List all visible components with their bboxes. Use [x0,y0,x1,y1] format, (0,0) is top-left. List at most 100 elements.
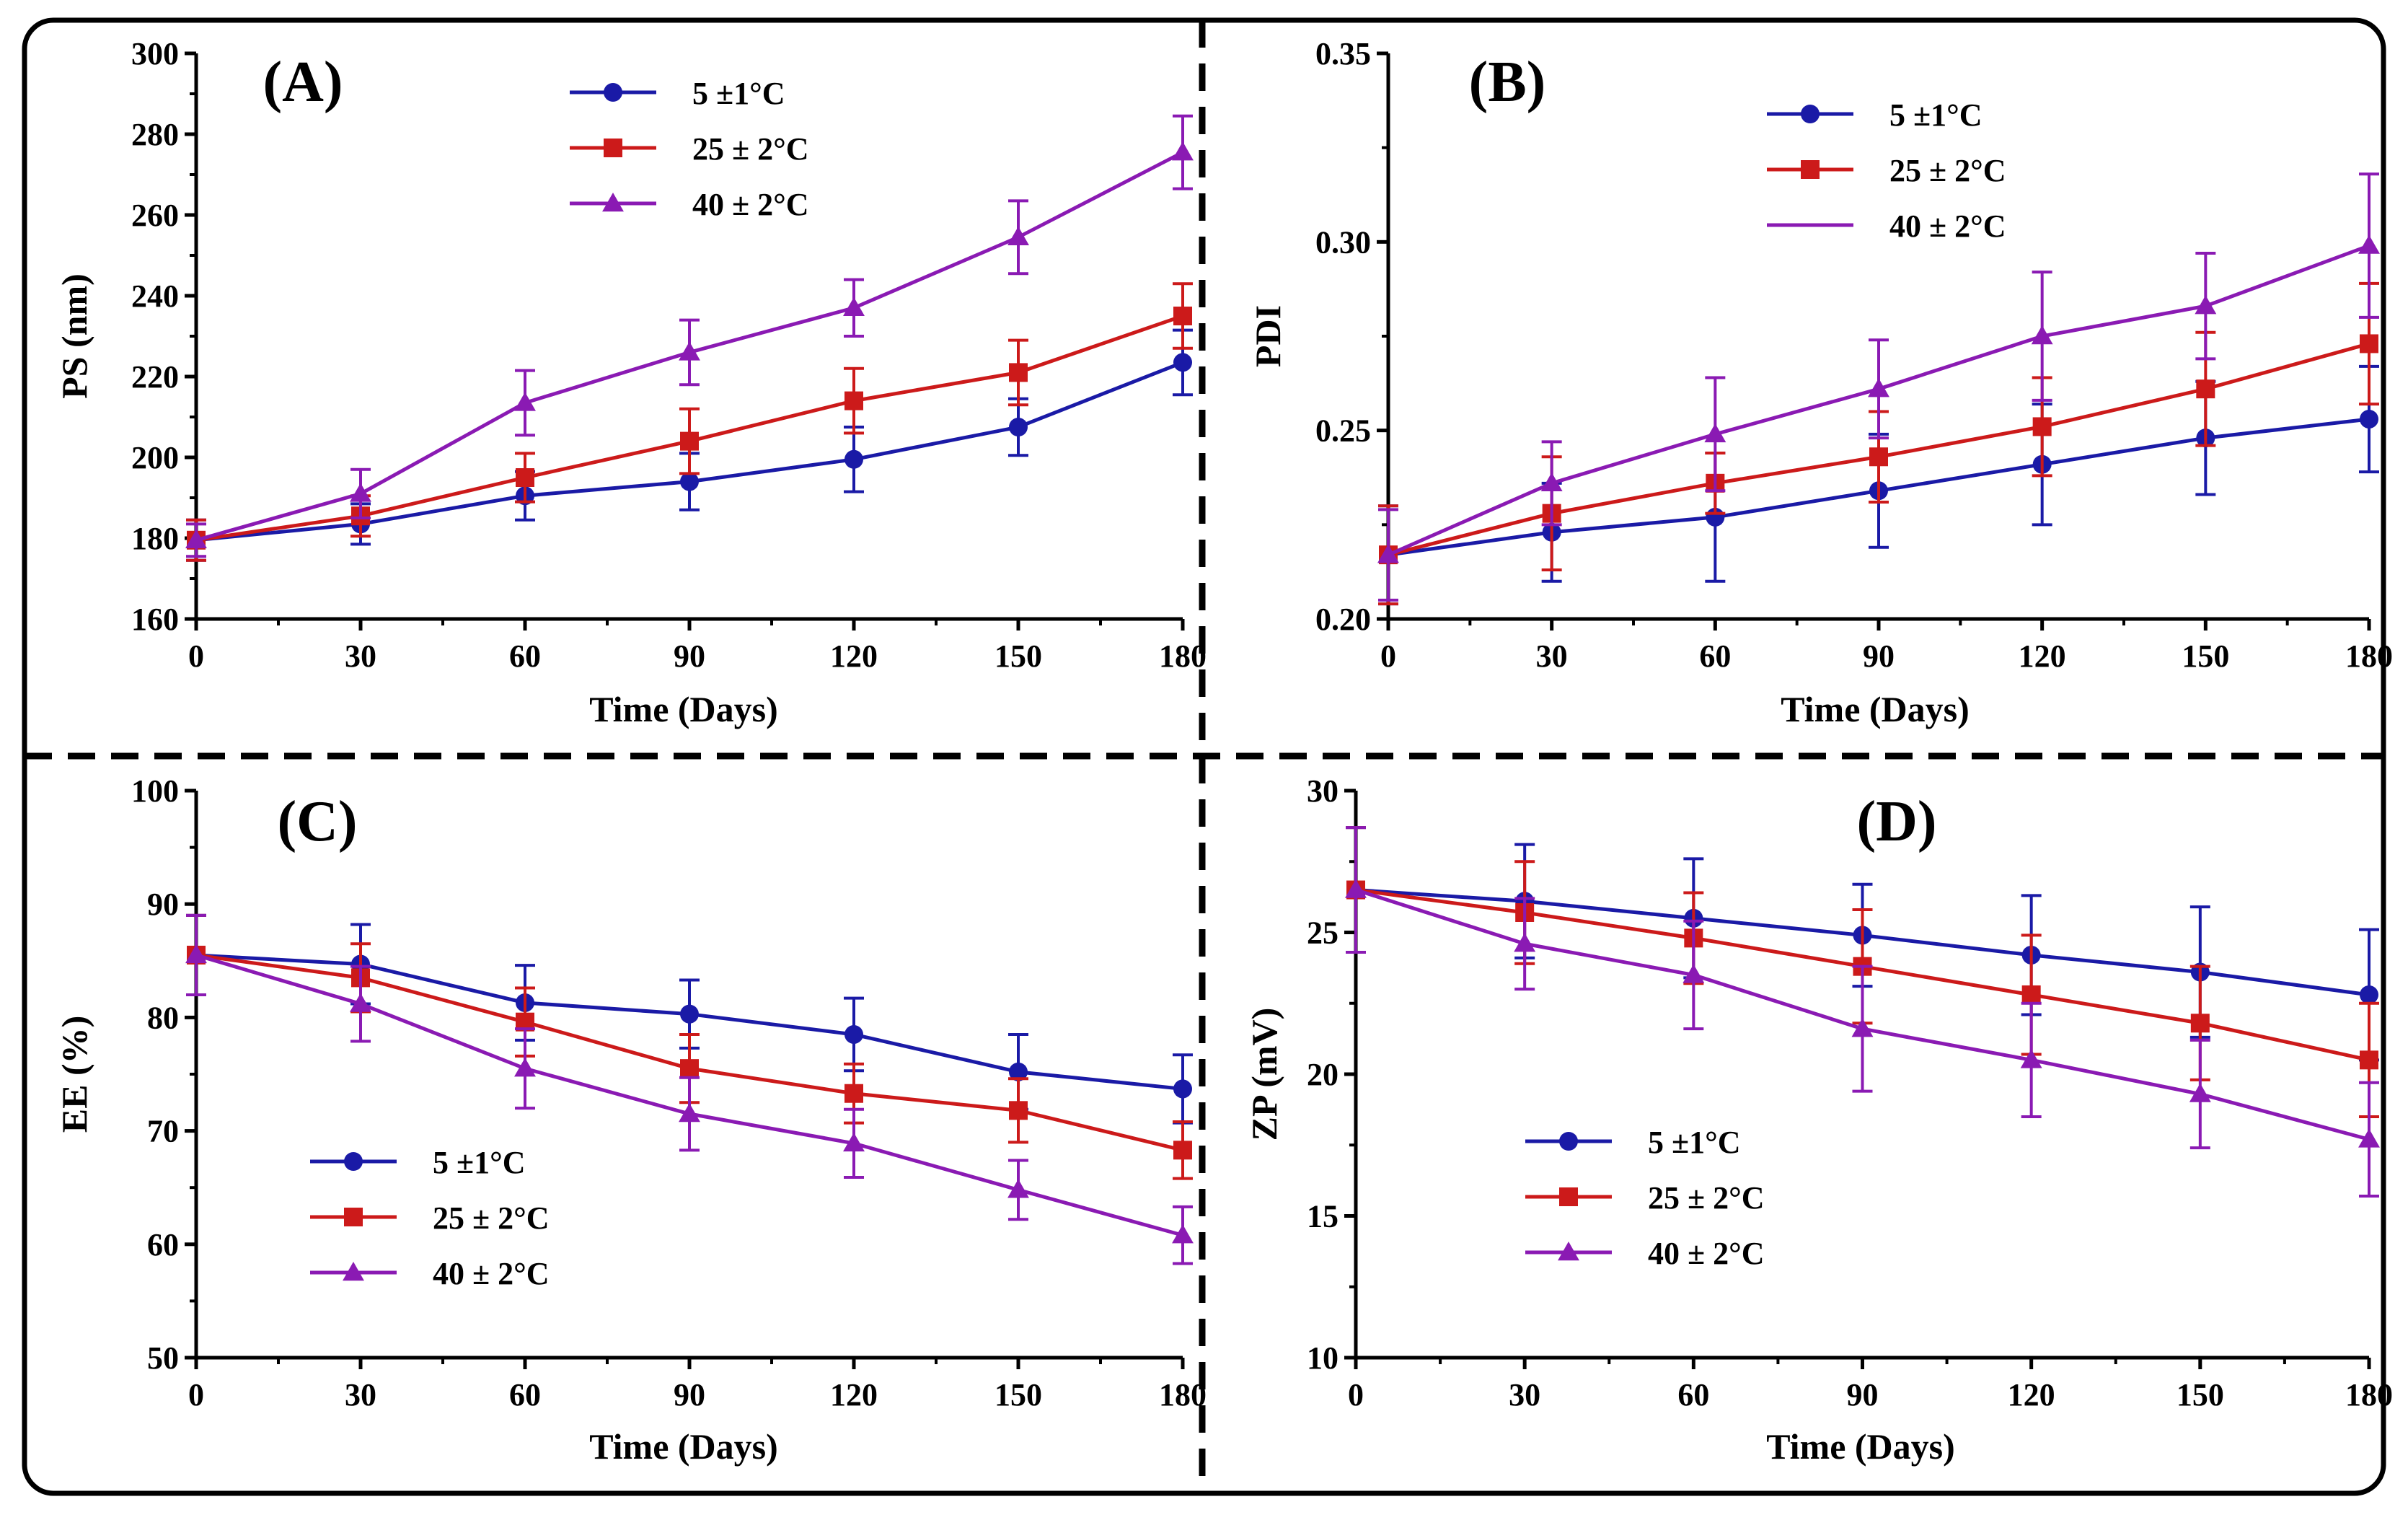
data-point [2195,295,2217,315]
legend-marker [602,193,624,212]
data-point [1682,964,1705,983]
x-tick-label: 30 [345,1377,376,1413]
x-tick-label: 150 [2182,638,2229,674]
data-point [1514,933,1536,952]
y-tick-label: 240 [131,278,179,314]
y-tick-label: 220 [131,359,179,395]
panel-label: (A) [263,50,343,114]
x-tick-label: 180 [1159,638,1207,674]
chart-panel-d: 0 30 60 90 120 150 180 10 15 20 25 30 Time (Days) ZP … [1244,773,2393,1467]
data-point [2196,379,2215,399]
data-point [2358,234,2380,254]
series-40c [1377,172,2380,602]
legend-marker [1558,1242,1579,1261]
x-axis-label: Time (Days) [1781,689,1970,729]
data-point [844,449,863,469]
y-tick-label: 20 [1307,1057,1338,1092]
data-point [1009,1062,1028,1081]
data-point [2021,985,2041,1004]
x-tick-label: 0 [188,638,204,674]
data-point [2032,417,2052,436]
y-tick-label: 160 [131,602,179,637]
legend: 5 ±1°C 25 ± 2°C 40 ± 2°C [1525,1125,1765,1271]
data-point [2360,985,2378,1004]
data-point [2360,334,2378,353]
data-point [1851,1018,1874,1037]
y-tick-label: 260 [131,198,179,233]
legend-label: 40 ± 2°C [692,187,809,222]
data-point [680,431,699,451]
data-point [844,1084,863,1103]
y-tick-label: 70 [147,1114,179,1149]
data-point [1173,1141,1192,1160]
y-tick-label: 50 [147,1340,179,1376]
series-40c [185,114,1194,558]
data-point [679,341,700,361]
x-tick-label: 60 [1699,638,1731,674]
data-point [1009,418,1028,436]
data-point [680,472,699,491]
legend-marker [1801,160,1820,179]
x-tick-label: 60 [1677,1377,1709,1413]
x-tick-label: 90 [1863,638,1895,674]
legend-label: 5 ±1°C [1648,1125,1741,1160]
x-tick-label: 120 [830,1377,878,1413]
x-tick-label: 90 [1847,1377,1879,1413]
legend-label: 40 ± 2°C [1889,208,2006,244]
data-point [680,1059,699,1079]
data-point [843,1132,865,1152]
x-tick-label: 150 [2177,1377,2224,1413]
chart-panel-a: 0 30 60 90 120 150 180 160 180 200 220 240 260 280 300… [54,36,1207,729]
y-tick-label: 15 [1307,1199,1338,1234]
data-point [2190,1014,2210,1033]
x-tick-label: 60 [509,1377,541,1413]
legend-marker [604,83,622,102]
data-point [1009,1101,1028,1120]
y-tick-label: 80 [147,1000,179,1035]
x-tick-label: 0 [1380,638,1396,674]
x-tick-label: 30 [1536,638,1568,674]
data-point [1173,353,1192,372]
data-point [1377,544,1399,563]
legend-label: 40 ± 2°C [1648,1236,1765,1271]
legend-label: 25 ± 2°C [692,131,809,167]
data-point [2189,1083,2211,1102]
data-point [1540,472,1563,492]
x-tick-label: 180 [2345,638,2393,674]
y-tick-label: 10 [1307,1340,1338,1376]
legend-marker [604,139,622,157]
x-axis-label: Time (Days) [589,689,778,729]
y-tick-label: 25 [1307,915,1338,951]
y-tick-label: 0.20 [1315,602,1371,637]
x-tick-label: 90 [674,1377,705,1413]
data-point [185,529,207,549]
data-point [185,944,207,964]
data-point [1704,423,1726,443]
y-axis-label: ZP (mV) [1244,1008,1284,1141]
x-tick-label: 120 [2019,638,2066,674]
legend-label: 40 ± 2°C [433,1256,550,1291]
legend: 5 ±1°C 25 ± 2°C 40 ± 2°C [570,76,809,222]
x-tick-label: 150 [994,1377,1042,1413]
y-tick-label: 90 [147,887,179,922]
data-point [1868,378,1889,397]
data-point [2360,1050,2378,1070]
x-tick-label: 150 [994,638,1042,674]
data-point [2020,1049,2042,1068]
legend-label: 25 ± 2°C [433,1200,550,1236]
x-axis-label: Time (Days) [589,1426,778,1467]
panel-label: (D) [1856,790,1936,853]
data-point [1345,879,1367,898]
y-tick-label: 0.35 [1315,36,1371,71]
x-axis-label: Time (Days) [1766,1426,1955,1467]
panel-label: (C) [277,790,357,853]
legend-marker [1801,105,1820,123]
data-point [514,392,536,411]
y-tick-label: 100 [131,773,179,809]
x-tick-label: 180 [1159,1377,1207,1413]
x-tick-label: 120 [2008,1377,2055,1413]
y-tick-label: 300 [131,36,179,71]
x-tick-label: 180 [2345,1377,2393,1413]
